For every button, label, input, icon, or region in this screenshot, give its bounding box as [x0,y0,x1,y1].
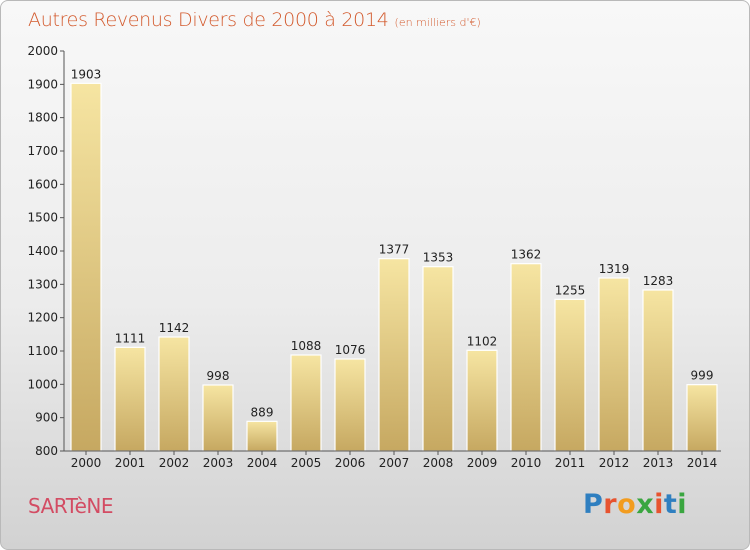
data-label: 1283 [643,274,674,288]
y-tick-label: 1800 [27,111,58,125]
y-tick-label: 1500 [27,211,58,225]
data-label: 1353 [423,251,454,265]
proxiti-logo: Proxiti [583,489,688,520]
x-tick-label: 2006 [335,456,366,470]
y-tick-label: 900 [35,411,58,425]
bar-2010 [510,263,542,452]
data-label: 1377 [379,243,410,257]
x-tick-label: 2005 [291,456,322,470]
bar-2014 [686,384,718,452]
chart-unit: (en milliers d'€) [394,16,481,29]
x-tick-label: 2000 [71,456,102,470]
x-tick-label: 2002 [159,456,190,470]
x-tick-label: 2013 [643,456,674,470]
x-tick-label: 2007 [379,456,410,470]
y-tick-label: 1200 [27,311,58,325]
bar-2003 [202,384,234,452]
x-tick-label: 2004 [247,456,278,470]
y-tick-label: 800 [35,444,58,458]
bar-2000 [70,82,102,452]
place-name: SARTèNE [28,494,114,518]
x-tick-label: 2014 [687,456,718,470]
bar-2001 [114,346,146,452]
y-tick-label: 1100 [27,344,58,358]
x-tick-label: 2012 [599,456,630,470]
data-label: 1142 [159,321,190,335]
y-tick-label: 1300 [27,277,58,291]
chart-title: Autres Revenus Divers de 2000 à 2014 (en … [28,9,481,31]
bar-2002 [158,336,190,452]
bar-2012 [598,277,630,452]
x-tick-label: 2003 [203,456,234,470]
y-tick-label: 2000 [27,44,58,58]
bar-2004 [246,420,278,452]
bar-2008 [422,266,454,452]
data-label: 1088 [291,339,322,353]
data-label: 1255 [555,283,586,297]
x-tick-label: 2010 [511,456,542,470]
y-tick-label: 1700 [27,144,58,158]
bar-2009 [466,349,498,452]
bar-2011 [554,298,586,452]
data-label: 1903 [71,67,102,81]
y-tick-label: 1600 [27,177,58,191]
bar-2005 [290,354,322,452]
y-tick-label: 1000 [27,377,58,391]
data-label: 1076 [335,343,366,357]
bar-2006 [334,358,366,452]
y-tick-label: 1900 [27,77,58,91]
bar-2007 [378,258,410,452]
x-tick-label: 2001 [115,456,146,470]
bar-2013 [642,289,674,452]
data-label: 1102 [467,334,498,348]
x-tick-label: 2011 [555,456,586,470]
chart-title-text: Autres Revenus Divers de 2000 à 2014 [28,9,389,31]
data-label: 1319 [599,262,630,276]
x-tick-label: 2008 [423,456,454,470]
y-tick-label: 1400 [27,244,58,258]
x-tick-label: 2009 [467,456,498,470]
data-label: 889 [251,405,274,419]
data-label: 998 [207,369,230,383]
data-label: 999 [691,369,714,383]
data-label: 1362 [511,248,542,262]
data-label: 1111 [115,331,146,345]
